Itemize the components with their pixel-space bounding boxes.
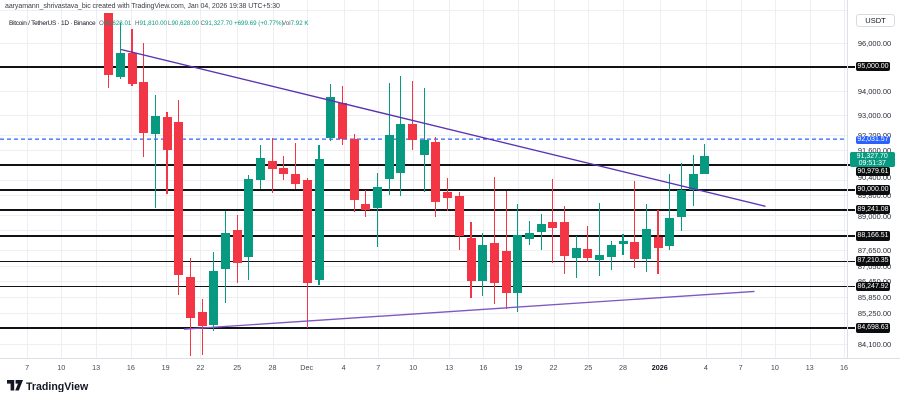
svg-text:TradingView: TradingView <box>26 381 89 392</box>
